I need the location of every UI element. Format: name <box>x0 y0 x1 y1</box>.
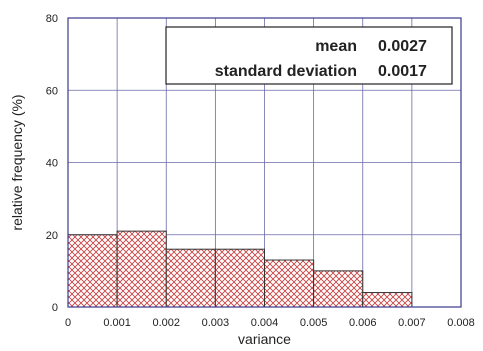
x-tick-label: 0.006 <box>349 317 377 329</box>
x-tick-label: 0.002 <box>152 317 180 329</box>
x-tick-label: 0.004 <box>251 317 279 329</box>
stats-box: mean 0.0027 standard deviation 0.0017 <box>165 26 453 85</box>
histogram-bar-4 <box>214 248 265 308</box>
mean-value: 0.0027 <box>378 38 427 55</box>
standard-deviation-value: 0.0017 <box>378 63 427 80</box>
histogram-bar-1 <box>67 234 118 308</box>
histogram-bar-7 <box>362 292 413 308</box>
mean-label: mean <box>315 38 357 55</box>
y-tick-label: 40 <box>46 158 58 170</box>
y-tick-labels: 0 20 40 60 80 <box>46 13 58 314</box>
histogram-bars <box>67 230 413 308</box>
plot-frame <box>67 17 462 308</box>
x-tick-label: 0 <box>65 317 71 329</box>
y-axis-title: relative frequency (%) <box>9 94 25 230</box>
x-tick-label: 0.007 <box>398 317 426 329</box>
x-axis-title: variance <box>238 331 291 347</box>
x-tick-labels: 0 0.001 0.002 0.003 0.004 0.005 0.006 0.007 0.00… <box>65 317 475 329</box>
x-tick-label: 0.003 <box>202 317 230 329</box>
y-tick-label: 20 <box>46 230 58 242</box>
x-tick-label: 0.005 <box>300 317 328 329</box>
standard-deviation-label: standard deviation <box>215 63 357 80</box>
histogram-bar-6 <box>313 270 364 308</box>
y-tick-label: 80 <box>46 13 58 25</box>
histogram-bar-2 <box>116 230 167 308</box>
y-tick-label: 60 <box>46 85 58 97</box>
histogram-bar-3 <box>165 248 216 308</box>
y-tick-label: 0 <box>52 302 58 314</box>
x-tick-label: 0.001 <box>103 317 131 329</box>
x-tick-label: 0.008 <box>447 317 475 329</box>
histogram-bar-5 <box>264 259 315 308</box>
